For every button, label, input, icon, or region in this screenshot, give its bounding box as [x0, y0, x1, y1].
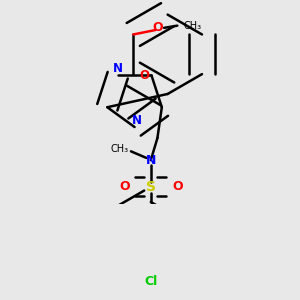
Text: CH₃: CH₃	[184, 21, 202, 31]
Text: N: N	[146, 154, 156, 166]
Text: S: S	[146, 180, 156, 194]
Text: N: N	[113, 62, 123, 75]
Text: O: O	[119, 180, 130, 193]
Text: O: O	[152, 21, 163, 34]
Text: CH₃: CH₃	[111, 144, 129, 154]
Text: Cl: Cl	[144, 275, 158, 288]
Text: N: N	[132, 114, 142, 127]
Text: O: O	[172, 180, 183, 193]
Text: O: O	[140, 69, 150, 82]
